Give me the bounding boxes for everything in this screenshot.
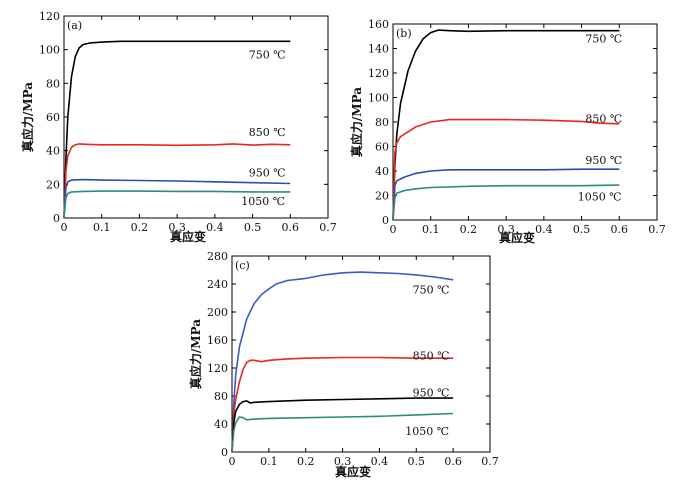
x-axis-title: 真应变 — [170, 229, 206, 244]
x-tick-label: 0.7 — [648, 223, 666, 236]
series-line — [63, 40, 291, 219]
y-tick-label: 20 — [46, 178, 60, 191]
series-label: 750 ℃ — [585, 33, 622, 46]
y-tick-label: 200 — [207, 306, 228, 319]
chart-panel-c: 0 0.1 0.2 0.3 0.4 0.5 0.6 0.7 0 40 80 120 160 200 240 2… — [188, 250, 499, 479]
x-tick-label: 0.3 — [497, 223, 515, 236]
x-tick-label: 0.3 — [168, 221, 186, 234]
series-line — [231, 412, 454, 453]
series-label: 1050 ℃ — [241, 195, 285, 208]
x-tick-label: 0.2 — [131, 221, 149, 234]
y-axis-title: 真应力/MPa — [188, 319, 203, 389]
panel-label: (a) — [67, 19, 82, 32]
y-tick-label: 20 — [375, 190, 389, 203]
y-tick-label: 80 — [214, 390, 228, 403]
series-line — [392, 168, 620, 221]
y-tick-label: 140 — [368, 43, 389, 56]
x-tick-label: 0.6 — [611, 223, 629, 236]
series-line — [392, 118, 620, 221]
x-tick-label: 0.6 — [282, 221, 300, 234]
series-label: 850 ℃ — [585, 112, 622, 125]
x-tick-label: 0.4 — [206, 221, 224, 234]
y-tick-label: 120 — [39, 10, 60, 23]
x-tick-label: 0.4 — [371, 455, 389, 468]
series-line — [231, 356, 454, 453]
chart-panel-b: 0 0.1 0.2 0.3 0.4 0.5 0.6 0.7 0 20 40 60 80 100 120 140… — [349, 18, 666, 245]
x-tick-label: 0.7 — [481, 455, 499, 468]
series-label: 850 ℃ — [249, 126, 286, 139]
y-tick-label: 160 — [207, 334, 228, 347]
y-axis-title: 真应力/MPa — [349, 87, 364, 157]
x-tick-label: 0.1 — [93, 221, 111, 234]
series-label: 850 ℃ — [413, 349, 450, 362]
chart-panel-a: 0 0.1 0.2 0.3 0.4 0.5 0.6 0.7 0 20 40 60 80 100 120 真应变… — [20, 10, 337, 244]
y-tick-label: 0 — [221, 446, 228, 459]
series-line — [392, 29, 620, 221]
x-tick-label: 0 — [390, 223, 397, 236]
series-label: 1050 ℃ — [578, 191, 622, 204]
y-tick-label: 40 — [46, 145, 60, 158]
y-tick-label: 160 — [368, 18, 389, 31]
y-tick-label: 80 — [375, 116, 389, 129]
x-tick-label: 0.5 — [244, 221, 262, 234]
y-tick-label: 120 — [207, 362, 228, 375]
y-axis-title: 真应力/MPa — [20, 82, 35, 152]
x-tick-label: 0.3 — [334, 455, 352, 468]
series-label: 1050 ℃ — [405, 425, 449, 438]
series-line — [231, 397, 454, 453]
y-tick-label: 100 — [368, 92, 389, 105]
series-line — [392, 184, 620, 221]
series-line — [63, 178, 291, 219]
y-tick-label: 40 — [214, 418, 228, 431]
y-tick-label: 100 — [39, 44, 60, 57]
x-axis-title: 真应变 — [499, 230, 535, 245]
panel-label: (b) — [396, 27, 412, 40]
x-tick-label: 0.2 — [297, 455, 315, 468]
x-tick-label: 0.1 — [422, 223, 440, 236]
x-axis-title: 真应变 — [335, 464, 371, 479]
panel-label: (c) — [235, 259, 250, 272]
y-tick-label: 80 — [46, 77, 60, 90]
y-tick-label: 60 — [46, 111, 60, 124]
y-tick-label: 60 — [375, 141, 389, 154]
x-tick-label: 0 — [229, 455, 236, 468]
x-tick-label: 0.4 — [535, 223, 553, 236]
y-tick-label: 0 — [53, 212, 60, 225]
x-tick-label: 0.5 — [573, 223, 591, 236]
x-tick-label: 0.2 — [460, 223, 478, 236]
plot-frame — [63, 15, 329, 219]
series-label: 750 ℃ — [249, 49, 286, 62]
y-tick-label: 120 — [368, 67, 389, 80]
x-tick-label: 0.6 — [444, 455, 462, 468]
plot-frame — [231, 255, 491, 453]
series-line — [231, 271, 454, 453]
series-label: 950 ℃ — [585, 154, 622, 167]
x-tick-label: 0.1 — [260, 455, 278, 468]
series-line — [63, 190, 291, 219]
y-tick-label: 240 — [207, 278, 228, 291]
series-label: 950 ℃ — [413, 387, 450, 400]
series-line — [63, 143, 291, 219]
x-tick-label: 0.7 — [319, 221, 337, 234]
y-tick-label: 0 — [382, 214, 389, 227]
x-tick-label: 0 — [61, 221, 68, 234]
series-label: 750 ℃ — [413, 284, 450, 297]
x-tick-label: 0.5 — [408, 455, 426, 468]
y-tick-label: 280 — [207, 250, 228, 263]
series-label: 950 ℃ — [249, 167, 286, 180]
y-tick-label: 40 — [375, 165, 389, 178]
